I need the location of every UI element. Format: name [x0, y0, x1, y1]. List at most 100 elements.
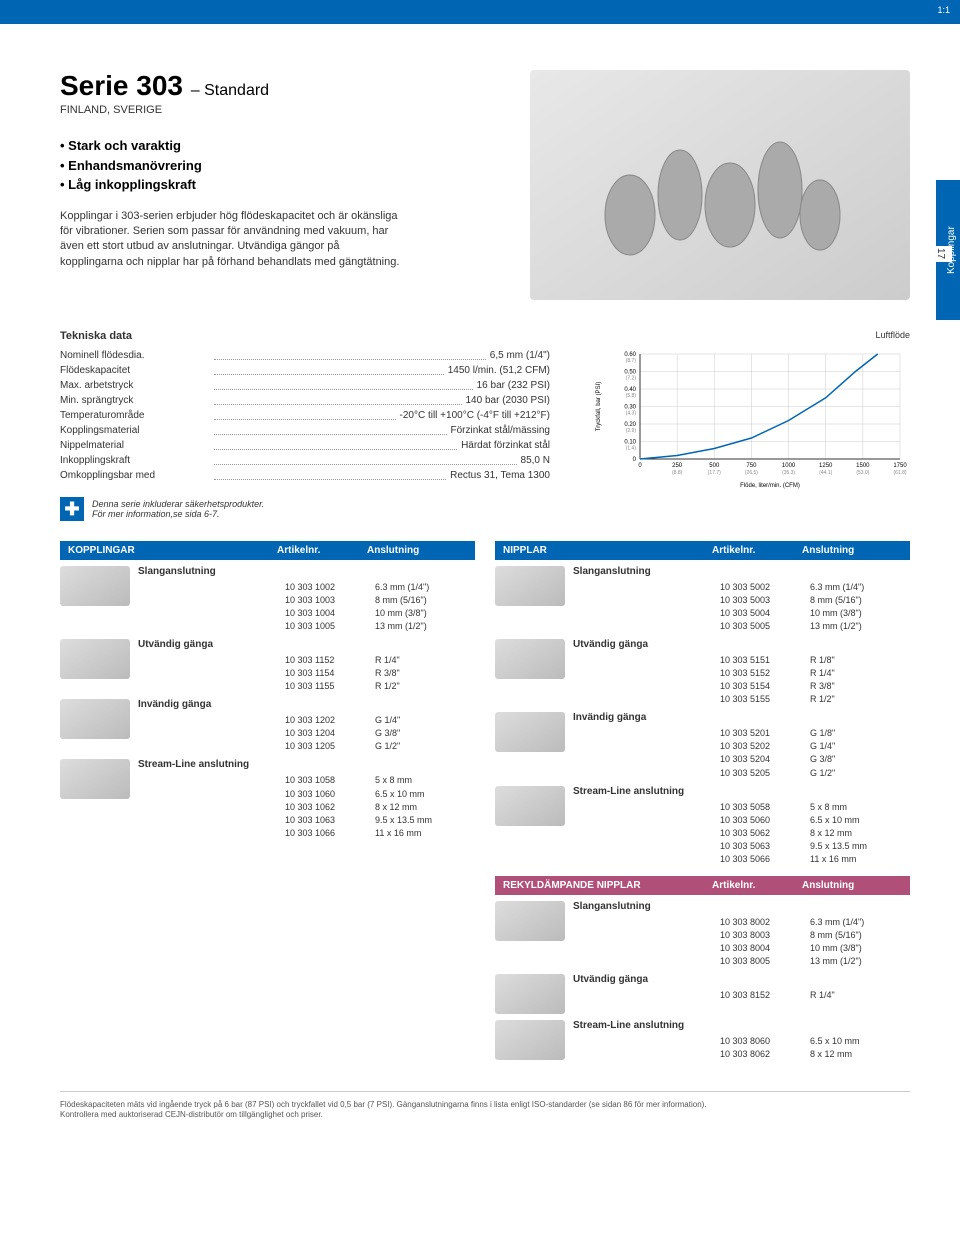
- connection: R 1/8": [810, 654, 910, 667]
- table-row: 10 303 1205 G 1/2": [138, 740, 475, 753]
- article-number: 10 303 1058: [285, 774, 375, 787]
- table-row: 10 303 1152 R 1/4": [138, 654, 475, 667]
- article-number: 10 303 5155: [720, 693, 810, 706]
- article-number: 10 303 1002: [285, 581, 375, 594]
- connection: 8 x 12 mm: [375, 801, 475, 814]
- table-row: 10 303 1204 G 3/8": [138, 727, 475, 740]
- connection: 13 mm (1/2"): [810, 955, 910, 968]
- connection: R 3/8": [375, 667, 475, 680]
- fitting-icon: [60, 566, 130, 606]
- article-number: 10 303 5062: [720, 827, 810, 840]
- table-row: 10 303 1060 6.5 x 10 mm: [138, 788, 475, 801]
- table-row: 10 303 1005 13 mm (1/2"): [138, 620, 475, 633]
- group-label: Slanganslutning: [573, 566, 910, 577]
- th-artikelnr-r: Artikelnr.: [712, 545, 802, 556]
- th-anslutning-r: Anslutning: [802, 545, 902, 556]
- article-number: 10 303 1204: [285, 727, 375, 740]
- connection: R 1/4": [810, 667, 910, 680]
- connection: 8 mm (5/16"): [375, 594, 475, 607]
- table-row: 10 303 5204 G 3/8": [573, 753, 910, 766]
- svg-text:0: 0: [633, 457, 637, 463]
- svg-text:(2.9): (2.9): [626, 428, 637, 434]
- article-number: 10 303 1062: [285, 801, 375, 814]
- nipplar-column: NIPPLAR Artikelnr. Anslutning Slanganslu…: [495, 541, 910, 1061]
- svg-text:0: 0: [638, 463, 642, 469]
- feature-item: • Låg inkopplingskraft: [60, 175, 530, 195]
- table-row: 10 303 1062 8 x 12 mm: [138, 801, 475, 814]
- tech-label: Inkopplingskraft: [60, 453, 210, 468]
- connection: 8 x 12 mm: [810, 827, 910, 840]
- tech-label: Omkopplingsbar med: [60, 468, 210, 483]
- fitting-icon: [495, 566, 565, 606]
- connection: 6.5 x 10 mm: [810, 814, 910, 827]
- tech-value: Rectus 31, Tema 1300: [450, 468, 550, 483]
- connection: R 3/8": [810, 680, 910, 693]
- svg-text:(53.0): (53.0): [856, 470, 869, 476]
- svg-text:Flöde, liter/min. (CFM): Flöde, liter/min. (CFM): [740, 483, 800, 489]
- connection: R 1/4": [810, 989, 910, 1002]
- feature-item: • Stark och varaktig: [60, 136, 530, 156]
- tech-row: Max. arbetstryck 16 bar (232 PSI): [60, 378, 550, 393]
- svg-text:(8.8): (8.8): [672, 470, 683, 476]
- connection: 5 x 8 mm: [810, 801, 910, 814]
- tech-row: Nippelmaterial Härdat förzinkat stål: [60, 438, 550, 453]
- fitting-icon: [495, 1020, 565, 1060]
- description: Kopplingar i 303-serien erbjuder hög flö…: [60, 209, 400, 271]
- title-standard: – Standard: [191, 82, 269, 99]
- group-label: Slanganslutning: [573, 901, 910, 912]
- article-number: 10 303 1004: [285, 607, 375, 620]
- fitting-icon: [60, 759, 130, 799]
- table-row: 10 303 5205 G 1/2": [573, 767, 910, 780]
- connection: R 1/4": [375, 654, 475, 667]
- table-group: Stream-Line anslutning 10 303 8060 6.5 x…: [495, 1020, 910, 1061]
- svg-text:(1.4): (1.4): [626, 446, 637, 452]
- table-row: 10 303 8062 8 x 12 mm: [573, 1048, 910, 1061]
- group-label: Utvändig gänga: [573, 974, 910, 985]
- connection: G 3/8": [375, 727, 475, 740]
- svg-text:(35.3): (35.3): [782, 470, 795, 476]
- table-row: 10 303 8002 6.3 mm (1/4"): [573, 916, 910, 929]
- fitting-icon: [495, 712, 565, 752]
- table-group: Invändig gänga 10 303 5201 G 1/8" 10 303…: [495, 712, 910, 779]
- fitting-icon: [495, 974, 565, 1014]
- connection: 5 x 8 mm: [375, 774, 475, 787]
- connection: G 1/4": [375, 714, 475, 727]
- table-group: Stream-Line anslutning 10 303 1058 5 x 8…: [60, 759, 475, 839]
- connection: 9.5 x 13.5 mm: [810, 840, 910, 853]
- table-row: 10 303 1154 R 3/8": [138, 667, 475, 680]
- table-group: Stream-Line anslutning 10 303 5058 5 x 8…: [495, 786, 910, 866]
- tech-row: Min. sprängtryck 140 bar (2030 PSI): [60, 393, 550, 408]
- table-row: 10 303 5002 6.3 mm (1/4"): [573, 581, 910, 594]
- connection: 10 mm (3/8"): [810, 942, 910, 955]
- svg-text:(4.3): (4.3): [626, 411, 637, 417]
- svg-text:750: 750: [746, 463, 757, 469]
- kopplingar-table: KOPPLINGAR Artikelnr. Anslutning Slangan…: [60, 541, 475, 1061]
- table-row: 10 303 8060 6.5 x 10 mm: [573, 1035, 910, 1048]
- table-row: 10 303 1058 5 x 8 mm: [138, 774, 475, 787]
- th-rekyl: REKYLDÄMPANDE NIPPLAR: [503, 880, 712, 891]
- connection: 10 mm (3/8"): [810, 607, 910, 620]
- tech-title: Tekniska data: [60, 330, 550, 342]
- connection: 10 mm (3/8"): [375, 607, 475, 620]
- table-group: Slanganslutning 10 303 5002 6.3 mm (1/4"…: [495, 566, 910, 633]
- table-group: Slanganslutning 10 303 1002 6.3 mm (1/4"…: [60, 566, 475, 633]
- svg-text:Tryckfall, bar (PSI): Tryckfall, bar (PSI): [596, 382, 602, 431]
- table-row: 10 303 5066 11 x 16 mm: [573, 853, 910, 866]
- svg-text:1000: 1000: [782, 463, 796, 469]
- group-label: Stream-Line anslutning: [138, 759, 475, 770]
- footer: Flödeskapaciteten mäts vid ingående tryc…: [60, 1091, 910, 1121]
- header-row: Serie 303 – Standard FINLAND, SVERIGE • …: [60, 70, 910, 300]
- article-number: 10 303 5151: [720, 654, 810, 667]
- svg-text:1250: 1250: [819, 463, 833, 469]
- tech-value: Förzinkat stål/mässing: [451, 423, 550, 438]
- connection: 11 x 16 mm: [375, 827, 475, 840]
- connection: G 1/8": [810, 727, 910, 740]
- group-label: Stream-Line anslutning: [573, 1020, 910, 1031]
- connection: 11 x 16 mm: [810, 853, 910, 866]
- table-row: 10 303 1066 11 x 16 mm: [138, 827, 475, 840]
- svg-text:(8.7): (8.7): [626, 358, 637, 364]
- group-label: Stream-Line anslutning: [573, 786, 910, 797]
- article-number: 10 303 1155: [285, 680, 375, 693]
- th-anslutning-p: Anslutning: [802, 880, 902, 891]
- table-row: 10 303 5202 G 1/4": [573, 740, 910, 753]
